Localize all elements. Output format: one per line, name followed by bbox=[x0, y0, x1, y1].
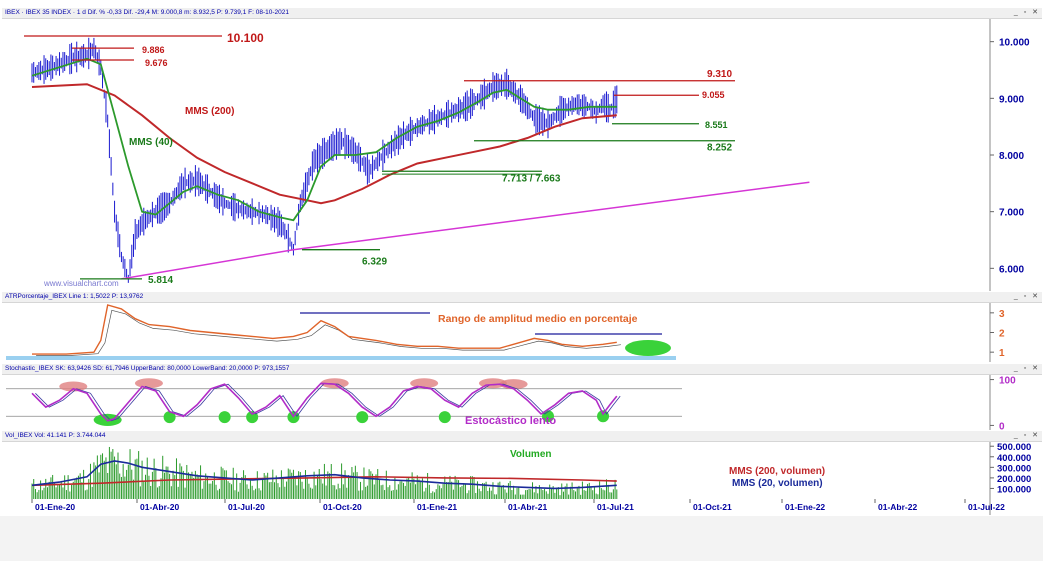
level-label: 9.886 bbox=[142, 45, 165, 55]
oversold-marker bbox=[597, 410, 610, 423]
mms40-label: MMS (40) bbox=[129, 137, 173, 148]
x-tick-label: 01-Abr-21 bbox=[508, 502, 547, 512]
stoch-title: Estocástico lento bbox=[465, 415, 556, 427]
trend-line bbox=[121, 181, 810, 280]
stoch-chart: 100 0 Estocástico lento bbox=[6, 375, 1016, 430]
y-tick-label: 100 bbox=[999, 376, 1016, 387]
mms200-label: MMS (200) bbox=[185, 106, 234, 117]
mms200-line bbox=[31, 83, 617, 205]
level-label: 9.676 bbox=[145, 58, 168, 68]
atr-green-ellipse bbox=[625, 340, 671, 356]
mms40-line bbox=[31, 57, 617, 222]
x-tick-label: 01-Ene-20 bbox=[35, 502, 75, 512]
main-price-panel: IBEX · IBEX 35 INDEX · 1 d Dif. % -0,33 … bbox=[2, 8, 1042, 291]
y-tick-label: 6.000 bbox=[999, 264, 1024, 275]
y-tick-label: 300.000 bbox=[997, 463, 1031, 474]
stoch-header-text: Stochastic_IBEX SK: 63,9426 SD: 61,7946 … bbox=[5, 365, 290, 372]
stoch-window-buttons[interactable]: _ ▫ ✕ bbox=[1013, 365, 1040, 372]
stoch-header: Stochastic_IBEX SK: 63,9426 SD: 61,7946 … bbox=[2, 364, 1042, 375]
y-tick-label: 500.000 bbox=[997, 442, 1031, 453]
oversold-marker bbox=[163, 411, 176, 424]
watermark: www.visualchart.com bbox=[43, 279, 119, 288]
x-tick-label: 01-Ene-22 bbox=[785, 502, 825, 512]
atr-signal-line bbox=[36, 309, 621, 356]
overbought-marker bbox=[59, 381, 88, 392]
x-tick-label: 01-Jul-22 bbox=[968, 502, 1005, 512]
x-tick-label: 01-Oct-20 bbox=[323, 502, 362, 512]
level-label: 9.310 bbox=[707, 69, 732, 80]
oversold-marker bbox=[246, 411, 259, 424]
x-tick-label: 01-Jul-21 bbox=[597, 502, 634, 512]
level-label: 7.713 / 7.663 bbox=[502, 173, 561, 184]
atr-baseline-band bbox=[6, 356, 676, 360]
x-tick-label: 01-Ene-21 bbox=[417, 502, 457, 512]
window-buttons[interactable]: _ ▫ ✕ bbox=[1013, 9, 1040, 16]
atr-header-text: ATRPorcentaje_IBEX Line 1: 1,5022 P: 13,… bbox=[5, 293, 144, 300]
atr-window-buttons[interactable]: _ ▫ ✕ bbox=[1013, 293, 1040, 300]
vol-window-buttons[interactable]: _ ▫ ✕ bbox=[1013, 432, 1040, 439]
atr-panel: ATRPorcentaje_IBEX Line 1: 1,5022 P: 13,… bbox=[2, 292, 1042, 362]
footer-area bbox=[0, 516, 1043, 561]
vol-mms20-label: MMS (20, volumen) bbox=[732, 478, 823, 489]
vol-mms200-label: MMS (200, volumen) bbox=[729, 466, 825, 477]
vol-header: Vol_IBEX Vol: 41.141 P: 3.744.044 bbox=[2, 431, 1042, 442]
y-tick-label: 8.000 bbox=[999, 151, 1024, 162]
main-chart: 10.000 9.000 8.000 7.000 6.000 10.100 9.886 9.6… bbox=[24, 19, 1030, 291]
x-tick-label: 01-Jul-20 bbox=[228, 502, 265, 512]
y-tick-label: 3 bbox=[999, 309, 1005, 320]
level-label: 8.551 bbox=[705, 120, 728, 130]
atr-line bbox=[32, 304, 617, 355]
x-tick-label: 01-Abr-20 bbox=[140, 502, 179, 512]
vol-mms200-line bbox=[31, 475, 617, 487]
stoch-sk-line bbox=[31, 382, 618, 422]
y-tick-label: 2 bbox=[999, 329, 1005, 340]
vol-title: Volumen bbox=[510, 449, 551, 460]
level-label: 10.100 bbox=[227, 31, 264, 45]
atr-chart: 3 2 1 Rango de amplitud medio en porcentaje bbox=[6, 303, 1005, 362]
level-label: 6.329 bbox=[362, 257, 387, 268]
stoch-panel: Stochastic_IBEX SK: 63,9426 SD: 61,7946 … bbox=[2, 364, 1042, 430]
atr-title: Rango de amplitud medio en porcentaje bbox=[438, 313, 638, 325]
level-label: 5.814 bbox=[148, 275, 173, 286]
oversold-marker bbox=[438, 411, 451, 424]
y-tick-label: 400.000 bbox=[997, 453, 1031, 464]
overbought-marker bbox=[134, 378, 163, 389]
y-tick-label: 100.000 bbox=[997, 484, 1031, 495]
volume-panel: Vol_IBEX Vol: 41.141 P: 3.744.044 _ ▫ ✕ … bbox=[2, 431, 1042, 515]
x-tick-label: 01-Oct-21 bbox=[693, 502, 732, 512]
main-header: IBEX · IBEX 35 INDEX · 1 d Dif. % -0,33 … bbox=[2, 8, 1042, 19]
atr-header: ATRPorcentaje_IBEX Line 1: 1,5022 P: 13,… bbox=[2, 292, 1042, 303]
vol-mms20-line bbox=[31, 460, 617, 490]
level-label: 8.252 bbox=[707, 143, 732, 154]
oversold-marker bbox=[356, 411, 369, 424]
y-tick-label: 200.000 bbox=[997, 474, 1031, 485]
vol-header-text: Vol_IBEX Vol: 41.141 P: 3.744.044 bbox=[5, 432, 106, 439]
y-tick-label: 10.000 bbox=[999, 38, 1030, 49]
x-tick-label: 01-Abr-22 bbox=[878, 502, 917, 512]
y-tick-label: 1 bbox=[999, 348, 1005, 359]
main-header-text: IBEX · IBEX 35 INDEX · 1 d Dif. % -0,33 … bbox=[5, 9, 289, 16]
y-tick-label: 0 bbox=[999, 421, 1005, 430]
y-tick-label: 9.000 bbox=[999, 94, 1024, 105]
oversold-marker bbox=[218, 411, 231, 424]
level-label: 9.055 bbox=[702, 90, 725, 100]
y-tick-label: 7.000 bbox=[999, 208, 1024, 219]
overbought-marker bbox=[320, 378, 349, 389]
